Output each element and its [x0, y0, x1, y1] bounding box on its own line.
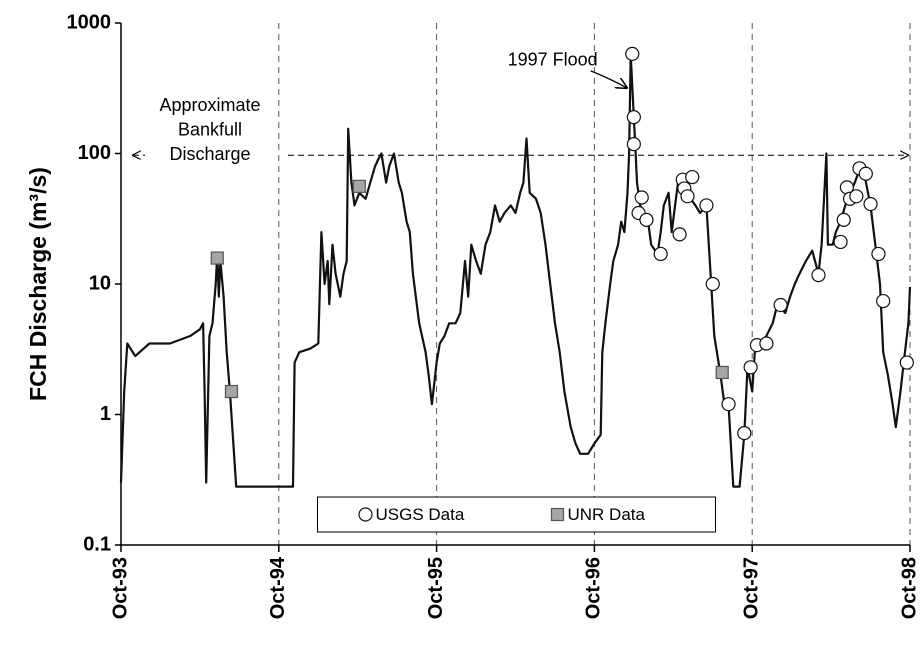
data-point	[743, 360, 758, 375]
legend-label: UNR Data	[568, 505, 646, 524]
data-point	[352, 179, 366, 193]
data-point	[876, 293, 891, 309]
data-point	[626, 137, 641, 152]
x-tick-label: Oct-97	[740, 557, 762, 619]
data-point	[863, 196, 878, 212]
y-tick-label: 100	[78, 142, 111, 164]
reference-label: Bankfull	[178, 119, 242, 139]
data-point	[224, 384, 239, 399]
data-point	[685, 169, 700, 185]
data-point	[811, 268, 826, 283]
data-point	[210, 251, 224, 265]
y-tick-label: 1000	[67, 11, 112, 33]
x-tick-label: Oct-94	[267, 556, 289, 619]
y-axis-label: FCH Discharge (m³/s)	[25, 167, 51, 401]
data-point	[672, 227, 687, 242]
legend-label: USGS Data	[376, 505, 465, 524]
data-point	[836, 212, 851, 227]
data-point	[653, 246, 668, 262]
data-point	[871, 246, 886, 262]
x-tick-label: Oct-93	[109, 557, 131, 619]
legend-marker	[358, 507, 373, 522]
data-point	[849, 189, 864, 204]
data-point	[625, 46, 640, 61]
x-tick-label: Oct-95	[425, 557, 447, 619]
reference-label: Approximate	[159, 95, 260, 115]
annotation-arrow	[590, 70, 627, 88]
y-tick-label: 10	[89, 272, 111, 294]
x-tick-label: Oct-98	[898, 557, 920, 619]
annotation: 1997 Flood	[508, 50, 598, 70]
data-point	[899, 355, 914, 370]
data-point	[721, 397, 736, 412]
legend-marker	[550, 507, 565, 522]
data-point	[737, 426, 752, 441]
data-point	[626, 110, 641, 125]
data-point	[639, 212, 654, 227]
data-point	[759, 336, 774, 351]
data-point	[705, 276, 720, 292]
x-tick-label: Oct-96	[583, 557, 605, 619]
discharge-line	[119, 53, 912, 488]
data-point	[773, 297, 788, 313]
y-tick-label: 1	[100, 403, 111, 425]
data-point	[858, 166, 873, 181]
data-point	[833, 234, 848, 250]
legend-box	[317, 496, 716, 533]
y-tick-label: 0.1	[83, 533, 111, 555]
data-point	[715, 365, 729, 380]
reference-label: Discharge	[169, 144, 250, 164]
data-point	[699, 198, 714, 213]
data-point	[634, 190, 649, 205]
data-point	[680, 189, 695, 204]
